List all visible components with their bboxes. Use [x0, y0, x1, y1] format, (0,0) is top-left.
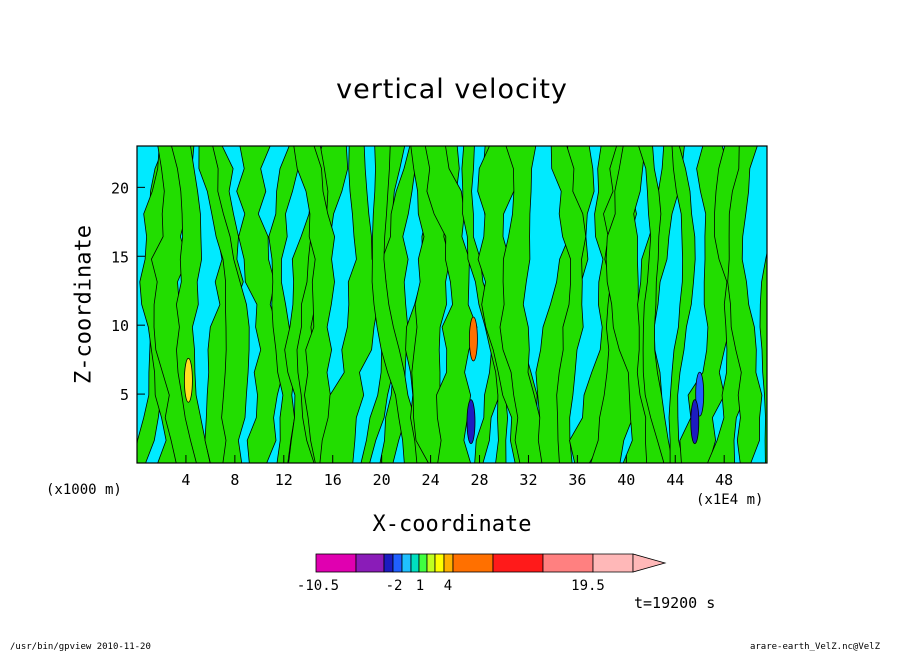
- y-tick-label: 15: [111, 248, 129, 266]
- colorbar-tick-label: 1: [416, 578, 424, 594]
- x-tick-label: 24: [422, 471, 440, 489]
- colorbar-swatch: [392, 553, 403, 573]
- colorbar-swatch: [492, 553, 544, 573]
- contour-band: [319, 146, 382, 463]
- colorbar-arrow: [632, 553, 667, 573]
- x-tick-label: 20: [373, 471, 391, 489]
- x-axis-label: X-coordinate: [372, 512, 532, 537]
- plot-frame: [136, 145, 768, 464]
- colorbar-tick-label: 19.5: [571, 578, 605, 594]
- chart-title: vertical velocity: [336, 74, 568, 105]
- contour-band: [668, 146, 696, 463]
- colorbar-swatch: [434, 553, 445, 573]
- y-axis-label: Z-coordinate: [71, 225, 97, 384]
- x-axis: 4 8 12 16 20 24 28 32 36 40 44 48: [181, 455, 733, 489]
- contour-band: [727, 146, 763, 463]
- colorbar-swatch: [418, 553, 428, 573]
- contour-band: [638, 146, 674, 463]
- x-tick-label: 48: [715, 471, 733, 489]
- y-tick-label: 5: [120, 386, 129, 404]
- colorbar-swatch: [592, 553, 634, 573]
- colorbar-tick-label: 4: [444, 578, 452, 594]
- velocity-core: [466, 399, 476, 445]
- colorbar: -10.5 -2 1 4 19.5: [297, 553, 667, 594]
- contour-band: [371, 146, 423, 463]
- velocity-core: [183, 357, 193, 403]
- y-tick-label: 20: [111, 179, 129, 197]
- colorbar-tick-label: -10.5: [297, 578, 339, 594]
- program-footer: /usr/bin/gpview 2010-11-20: [10, 642, 151, 652]
- x-tick-label: 8: [230, 471, 239, 489]
- colorbar-swatch: [401, 553, 412, 573]
- colorbar-swatch: [452, 553, 494, 573]
- source-footer: arare-earth_VelZ.nc@VelZ: [749, 642, 880, 652]
- x-tick-label: 40: [617, 471, 635, 489]
- x-tick-label: 16: [324, 471, 342, 489]
- x-tick-label: 28: [470, 471, 488, 489]
- colorbar-swatch: [410, 553, 420, 573]
- colorbar-swatch: [383, 553, 394, 573]
- x-tick-label: 36: [568, 471, 586, 489]
- colorbar-swatch: [542, 553, 594, 573]
- velocity-core: [690, 399, 700, 445]
- time-label: t=19200 s: [634, 594, 716, 612]
- contour-band: [171, 146, 211, 463]
- contour-band: [424, 146, 478, 463]
- colorbar-swatch: [315, 553, 357, 573]
- x-unit-label-right: (x1E4 m): [696, 492, 764, 508]
- updraft-cores: [183, 316, 705, 445]
- x-tick-label: 4: [181, 471, 190, 489]
- x-tick-label: 12: [275, 471, 293, 489]
- x-tick-label: 44: [666, 471, 684, 489]
- contour-band: [293, 146, 338, 463]
- contour-bands: [137, 146, 767, 463]
- contour-band: [499, 146, 556, 463]
- contour-band: [198, 146, 250, 463]
- colorbar-tick-label: -2: [386, 578, 403, 594]
- y-tick-label: 10: [111, 317, 129, 335]
- plot-area: [137, 146, 767, 463]
- contour-band: [550, 146, 587, 463]
- contour-band: [759, 250, 767, 463]
- y-axis: 5 10 15 20: [111, 179, 145, 404]
- colorbar-swatch: [355, 553, 385, 573]
- colorbar-swatch: [426, 553, 436, 573]
- x-unit-label-left: (x1000 m): [46, 482, 122, 498]
- velocity-core: [468, 316, 478, 362]
- colorbar-swatch: [443, 553, 454, 573]
- x-tick-label: 32: [519, 471, 537, 489]
